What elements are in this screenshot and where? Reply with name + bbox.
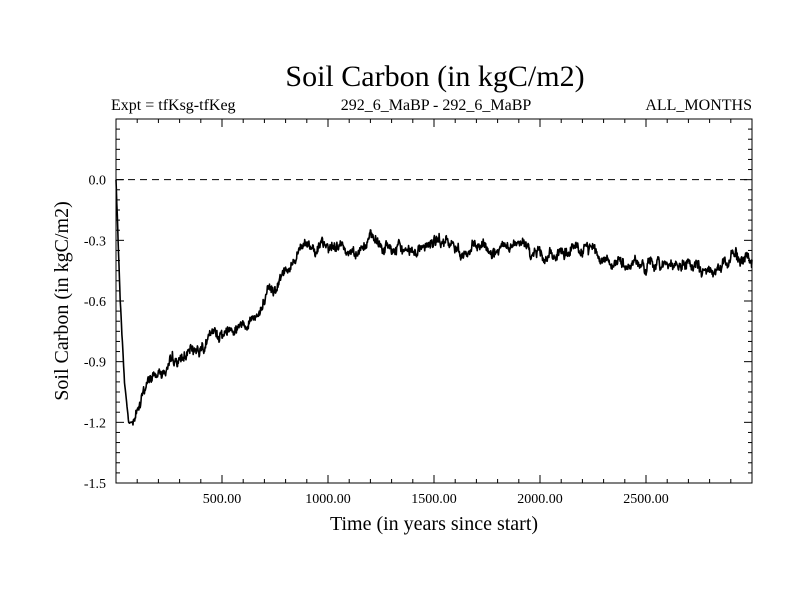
y-tick-label: 0.0 (89, 174, 107, 189)
y-axis-label: Soil Carbon (in kgC/m2) (51, 201, 73, 400)
chart-title: Soil Carbon (in kgC/m2) (285, 60, 584, 93)
y-tick-label: -1.2 (84, 416, 106, 431)
y-tick-label: -0.3 (84, 234, 106, 249)
y-tick-label: -0.6 (84, 295, 106, 310)
tick-labels: 500.00 1000.00 1500.00 2000.00 2500.00 0.0 -0.… (84, 174, 669, 507)
series-line-soil-carbon (115, 179, 753, 426)
plot-frame (115, 118, 753, 484)
x-tick-label: 2500.00 (623, 492, 669, 507)
x-tick-label: 500.00 (203, 492, 242, 507)
axis-ticks (116, 119, 752, 483)
experiment-label: Expt = tfKsg-tfKeg (111, 97, 236, 114)
months-label: ALL_MONTHS (645, 97, 752, 114)
x-tick-label: 1500.00 (411, 492, 457, 507)
y-tick-label: -0.9 (84, 356, 106, 371)
period-label: 292_6_MaBP - 292_6_MaBP (341, 97, 532, 114)
y-tick-label: -1.5 (84, 477, 106, 492)
x-axis-label: Time (in years since start) (330, 513, 538, 535)
x-tick-label: 1000.00 (305, 492, 351, 507)
x-tick-label: 2000.00 (517, 492, 563, 507)
